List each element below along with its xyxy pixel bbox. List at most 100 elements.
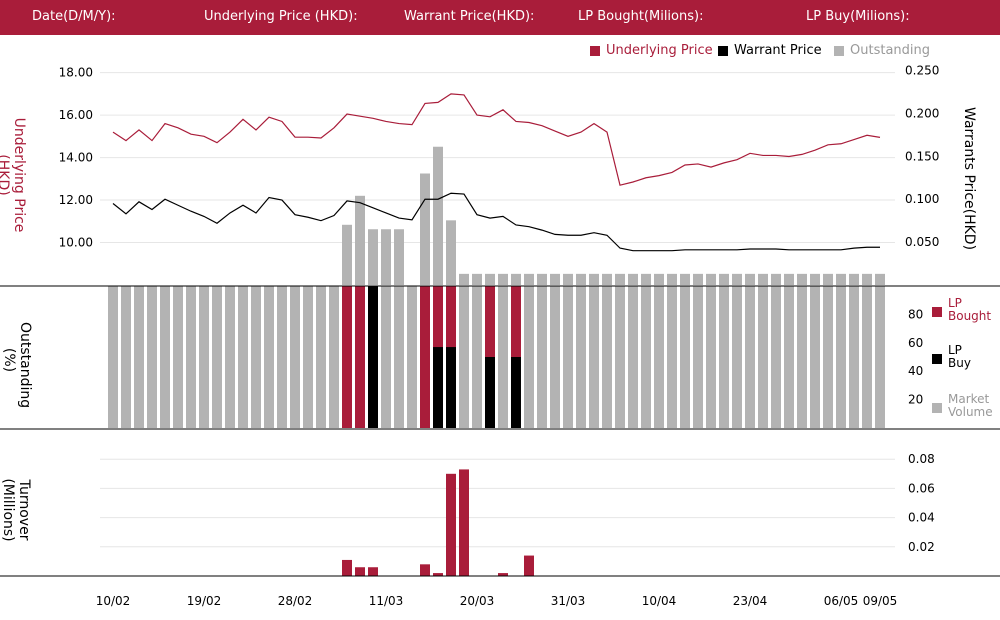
price-right-tick-label: 0.200 [905,106,939,120]
outstanding-bar [394,229,404,285]
underlying-price-line [112,93,881,186]
market-volume-bar [199,286,209,428]
outstanding-bar [758,273,768,285]
market-volume-bar [680,286,690,428]
outstanding-bar [628,273,638,285]
outstanding-bar [797,273,807,285]
lp-bought-bar [355,286,365,428]
price-left-tick-label: 10.00 [59,236,93,250]
lp-buy-bar [446,347,456,428]
info-header: Date(D/M/Y): Underlying Price (HKD): War… [0,0,1000,35]
price-left-tick-label: 12.00 [59,193,93,207]
market-volume-bar [459,286,469,428]
market-volume-bar [641,286,651,428]
turnover-tick-label: 0.06 [908,481,935,495]
x-tick-label: 09/05 [863,594,898,608]
market-volume-bar [108,286,118,428]
outstanding-bar [836,273,846,285]
market-volume-bar [732,286,742,428]
turnover-bar [368,567,378,576]
outstanding-bar [342,224,352,285]
market-volume-bar [836,286,846,428]
outstanding-bar [719,273,729,285]
date-label: Date(D/M/Y): [32,9,116,24]
market-volume-bar [615,286,625,428]
underlying-price-label: Underlying Price (HKD): [204,9,358,24]
x-tick-label: 19/02 [187,594,222,608]
legend-warrant[interactable]: Warrant Price [718,43,822,58]
outstanding-bar [745,273,755,285]
turnover-tick-label: 0.08 [908,452,935,466]
outstanding-swatch [834,45,844,56]
market-volume-bar [563,286,573,428]
warrant-price-line [112,192,880,252]
outstanding-bar [381,229,391,285]
lp-buy-bar [433,347,443,428]
market-volume-bar [225,286,235,428]
legend-warrant-label: Warrant Price [734,43,822,58]
outstanding-bar [823,273,833,285]
side-legend-lp-bought[interactable]: LP Bought [932,297,998,327]
price-left-tick-label: 14.00 [59,151,93,165]
outstanding-tick-label: 40 [908,364,923,378]
market-volume-bar [654,286,664,428]
legend-underlying[interactable]: Underlying Price [590,43,713,58]
price-left-tick-label: 16.00 [59,108,93,122]
market-volume-bar [693,286,703,428]
market-volume-bar [238,286,248,428]
lp-bought-label: LP Bought(Milions): [578,9,704,24]
outstanding-bar [784,273,794,285]
market-volume-bar [875,286,885,428]
price-right-tick-label: 0.250 [905,64,939,78]
underlying-swatch [590,45,600,56]
market-volume-bar [628,286,638,428]
market-volume-bar [264,286,274,428]
outstanding-bar [875,273,885,285]
outstanding-bar [498,273,508,285]
market-volume-bar [316,286,326,428]
market-volume-bar [667,286,677,428]
market-volume-bar [589,286,599,428]
outstanding-bar [680,273,690,285]
price-right-tick-label: 0.100 [905,192,939,206]
turnover-tick-label: 0.02 [908,540,935,554]
lp-bought-legend-label: LP Bought [948,296,992,323]
market-volume-bar [212,286,222,428]
market-volume-bar [394,286,404,428]
market-volume-bar [524,286,534,428]
market-volume-bar [329,286,339,428]
market-volume-bar [277,286,287,428]
market-volume-swatch [932,403,942,413]
market-volume-bar [290,286,300,428]
outstanding-bar [433,146,443,285]
turnover-bar [433,573,443,576]
market-volume-bar [303,286,313,428]
side-legend-market-volume[interactable]: Market Volume [932,393,1000,423]
outstanding-bar [459,273,469,285]
outstanding-bar [485,273,495,285]
outstanding-bar [693,273,703,285]
outstanding-bar [849,273,859,285]
market-volume-bar [849,286,859,428]
legend-outstanding[interactable]: Outstanding [834,43,930,58]
outstanding-bar [355,195,365,285]
x-tick-label: 20/03 [460,594,495,608]
market-volume-bar [771,286,781,428]
market-volume-bar [498,286,508,428]
lp-bought-swatch [932,307,942,317]
outstanding-bar [667,273,677,285]
outstanding-bar [771,273,781,285]
lp-buy-bar [368,286,378,428]
market-volume-bar [823,286,833,428]
x-tick-label: 23/04 [733,594,768,608]
turnover-bar [342,559,352,576]
side-legend-lp-buy[interactable]: LP Buy [932,344,998,374]
market-volume-bar [810,286,820,428]
legend-underlying-label: Underlying Price [606,43,713,58]
x-tick-label: 28/02 [278,594,313,608]
market-volume-bar [186,286,196,428]
market-volume-bar [121,286,131,428]
market-volume-bar [472,286,482,428]
market-volume-bar [758,286,768,428]
